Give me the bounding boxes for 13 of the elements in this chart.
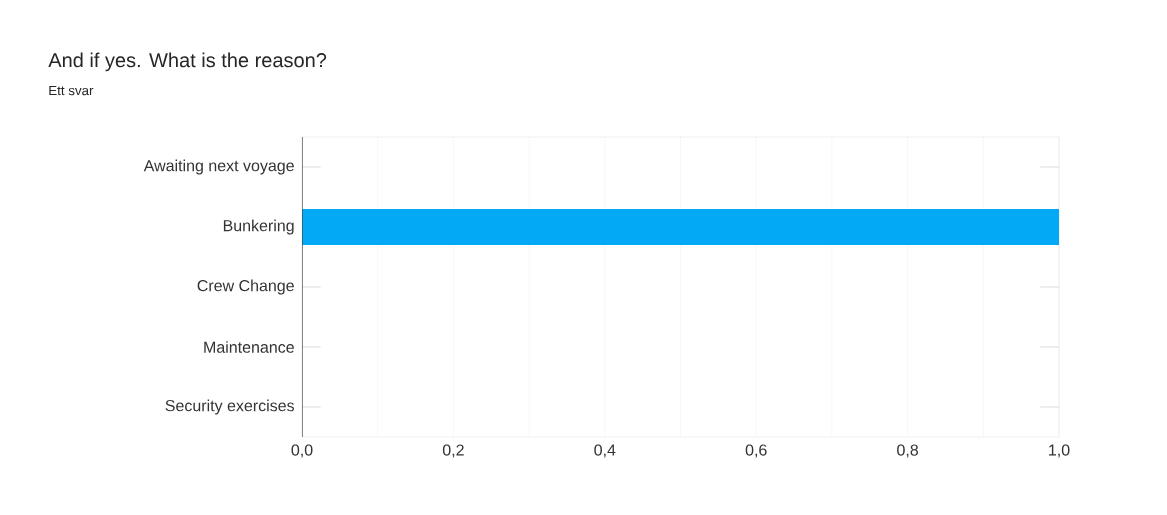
y-tick-label: Crew Change (197, 279, 294, 295)
y-tick-label: Bunkering (223, 219, 294, 235)
x-tick-label: 1,0 (1049, 444, 1070, 458)
chart-title: And if yes. What is the reason? (48, 52, 327, 72)
x-tick-label: 0,0 (291, 444, 313, 458)
y-tick-label: Security exercises (165, 399, 295, 415)
x-tick-label: 0,4 (594, 444, 616, 458)
y-tick-label: Awaiting next voyage (143, 159, 294, 175)
text: Ett svar (49, 85, 94, 96)
x-tick-label: 0,8 (897, 444, 919, 458)
y-tick-label: Maintenance (204, 341, 294, 353)
x-tick-label: 0,6 (745, 444, 767, 458)
x-tick-label: 0,2 (442, 444, 464, 458)
